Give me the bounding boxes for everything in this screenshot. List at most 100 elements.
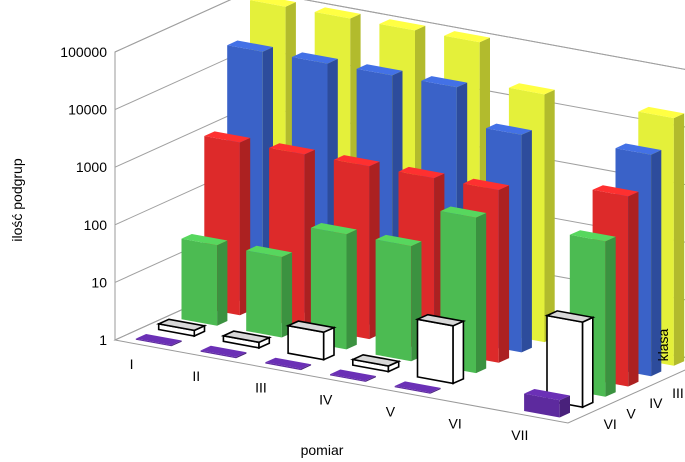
bar-top-face: [285, 320, 337, 334]
bar-side-face: [346, 229, 357, 350]
bar-side-face: [217, 240, 228, 326]
bar-side-face: [521, 130, 532, 353]
bar-side-face: [452, 319, 465, 385]
bar-III-IV: [310, 223, 357, 350]
bar-front-face: [524, 393, 560, 418]
bar-top-face: [220, 330, 272, 344]
bar-front-face: [394, 386, 431, 394]
bar-I-VI: [135, 334, 182, 347]
x-tick-label: III: [255, 380, 267, 396]
bar-top-face: [250, 0, 296, 7]
chart-labels: 110100100010000100000IIIIIIIVVVIVIIIIIII…: [9, 44, 684, 458]
bar-top-face: [135, 334, 182, 346]
bar-front-face: [330, 374, 366, 382]
x-tick-label: V: [386, 403, 396, 419]
bar-top-face: [440, 206, 487, 218]
y-tick-label: 1: [99, 332, 107, 348]
bar-top-face: [379, 19, 426, 31]
bar-side-face: [476, 213, 487, 374]
bar-side-face: [498, 185, 510, 363]
bar-IV-VI: [330, 369, 376, 382]
bar-IV-V: [350, 353, 402, 373]
bar-top-face: [638, 106, 685, 119]
bar-top-face: [265, 357, 312, 369]
bar-top-face: [592, 185, 639, 197]
z-axis-title: klasa: [655, 328, 671, 361]
y-tick-label: 1000: [76, 159, 107, 175]
bar-side-face: [236, 352, 247, 359]
y-tick-label: 10000: [68, 102, 107, 118]
bar-top-face: [508, 83, 555, 95]
bar-top-face: [269, 143, 315, 155]
bar-front-face: [416, 318, 454, 385]
bar-top-face: [444, 31, 490, 43]
bar-top-face: [314, 7, 361, 19]
bar-V-V: [414, 313, 467, 385]
bar-side-face: [171, 340, 182, 347]
x-tick-label: I: [130, 356, 134, 372]
bar-top-face: [544, 310, 596, 323]
chart-bars: [135, 0, 685, 418]
bar-side-face: [628, 191, 639, 387]
bar-II-IV: [246, 245, 293, 338]
bar-side-face: [651, 150, 662, 377]
bar-top-face: [291, 52, 338, 64]
x-tick-label: IV: [319, 392, 333, 408]
bar-front-face: [200, 350, 237, 359]
y-axis-title: ilość podgrup: [9, 158, 25, 241]
bar-top-face: [156, 318, 208, 332]
bar-front-face: [135, 338, 172, 347]
y-tick-label: 10: [91, 274, 107, 290]
bar-top-face: [350, 353, 402, 367]
bar-top-face: [333, 155, 380, 167]
bar-front-face: [181, 238, 218, 326]
bar-side-face: [430, 387, 441, 394]
bar-III-V: [285, 320, 337, 361]
bar-top-face: [569, 230, 616, 242]
bar-top-face: [330, 369, 376, 381]
z-tick-label: VI: [604, 416, 617, 432]
bar-I-IV: [181, 234, 228, 326]
bar-top-face: [200, 345, 247, 357]
bar-top-face: [394, 381, 441, 393]
bar-I-V: [156, 318, 208, 338]
bar-top-face: [398, 166, 445, 179]
z-tick-label: V: [626, 405, 636, 421]
bar-top-face: [421, 76, 468, 88]
bar-top-face: [615, 143, 662, 155]
bar-top-face: [204, 131, 251, 143]
bar-side-face: [322, 326, 335, 361]
bar-front-face: [375, 239, 412, 362]
bar-III-VI: [265, 357, 312, 371]
bar-front-face: [265, 362, 301, 371]
gridline-100000: [114, 0, 685, 70]
x-tick-label: VII: [511, 427, 528, 443]
bar-IV-IV: [375, 234, 422, 362]
bar-II-V: [220, 330, 272, 350]
bar-side-face: [673, 113, 685, 366]
bar-side-face: [559, 395, 570, 418]
y-tick-label: 100000: [60, 44, 107, 60]
x-tick-label: VI: [449, 415, 462, 431]
bar-top-face: [181, 234, 228, 246]
bar-V-VI: [394, 381, 441, 394]
bar-side-face: [605, 236, 616, 397]
bar-top-face: [310, 223, 357, 235]
bar-top-face: [414, 313, 467, 327]
bar-VII-VI: [524, 389, 570, 418]
bar-top-face: [246, 245, 293, 257]
bar-side-face: [581, 316, 594, 409]
bar-top-face: [524, 389, 570, 401]
bar-side-face: [365, 376, 376, 382]
bar-front-face: [310, 227, 347, 350]
x-axis-title: pomiar: [301, 442, 344, 458]
bar-front-face: [246, 250, 282, 338]
bar-top-face: [486, 123, 532, 135]
bar-II-VI: [200, 345, 247, 359]
bar-side-face: [281, 252, 293, 338]
z-tick-label: III: [672, 385, 684, 401]
bar-VII-V: [544, 310, 596, 409]
bar-top-face: [356, 64, 403, 76]
bar-top-face: [463, 178, 510, 190]
